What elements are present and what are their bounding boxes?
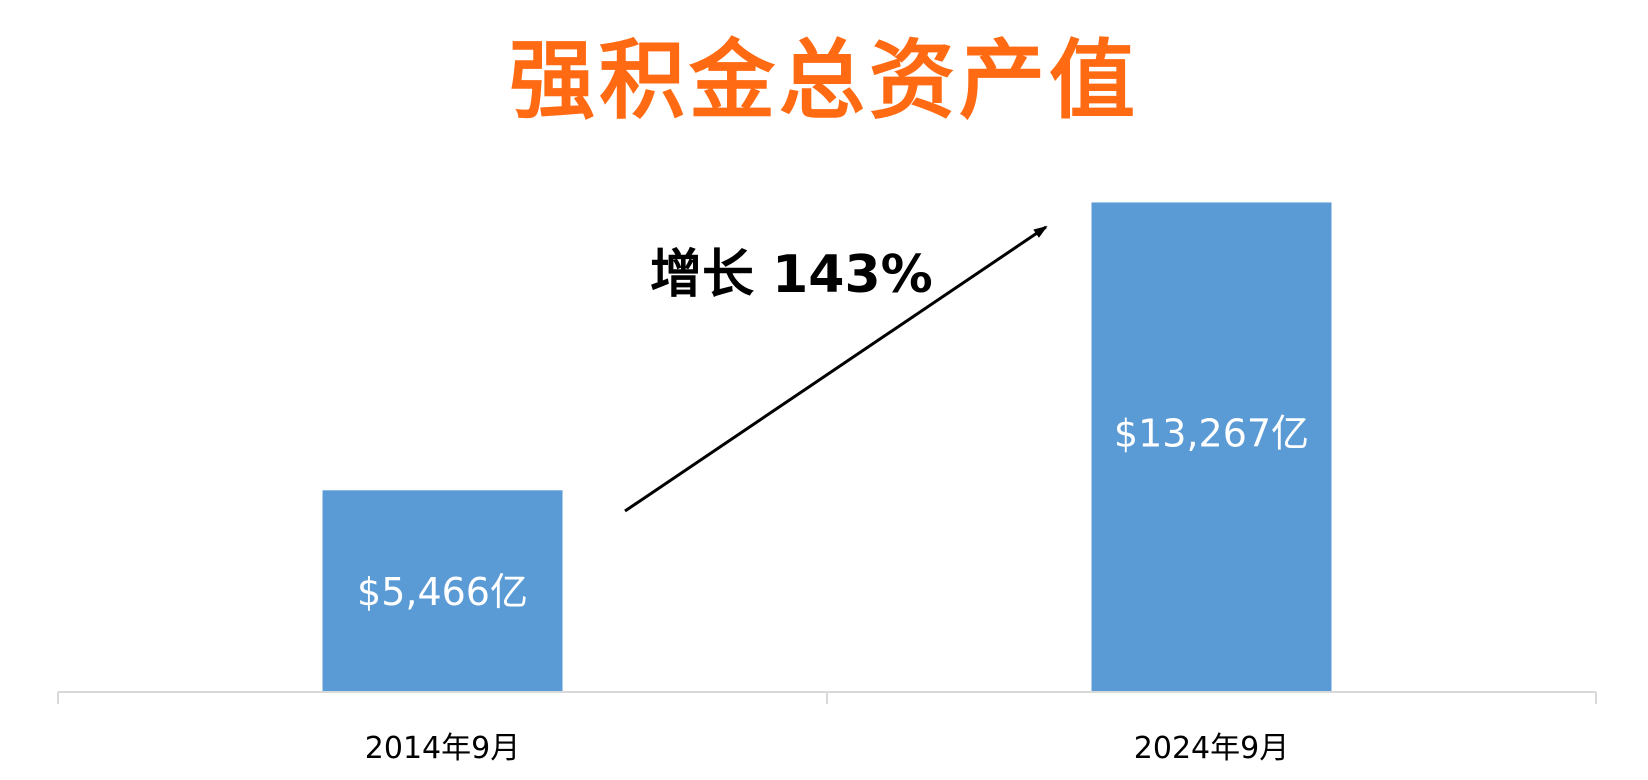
- bar-1: [322, 490, 563, 692]
- x-tick-label-1: 2014年9月: [365, 731, 520, 766]
- data-label-2: $13,267亿: [1114, 412, 1309, 456]
- data-label-1: $5,466亿: [357, 570, 528, 614]
- chart-title: 强积金总资产值: [509, 31, 1139, 131]
- bar-2: [1091, 202, 1332, 692]
- x-tick-label-2: 2024年9月: [1134, 731, 1289, 766]
- growth-arrow: [624, 225, 1048, 513]
- growth-annotation: 增长 143%: [650, 245, 933, 305]
